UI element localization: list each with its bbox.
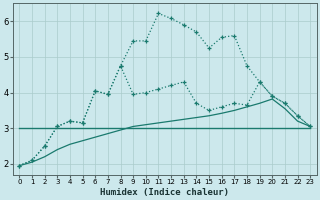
X-axis label: Humidex (Indice chaleur): Humidex (Indice chaleur) — [100, 188, 229, 197]
